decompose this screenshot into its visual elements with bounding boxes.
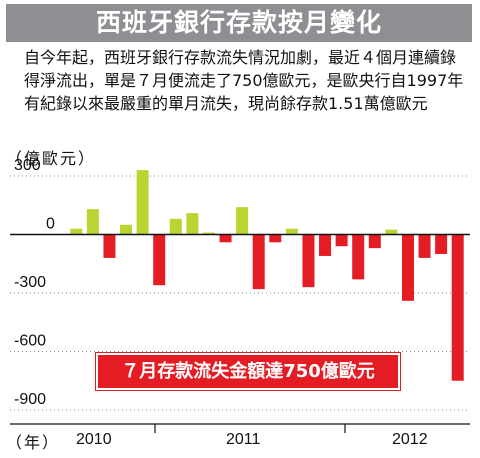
bar <box>202 232 215 235</box>
tick-labels: 300 0 -300 -600 -900 2010 2011 2012 <box>14 157 428 448</box>
bar <box>219 234 232 243</box>
bars <box>70 170 464 381</box>
y-tick-label: -600 <box>14 333 46 350</box>
x-year-label: 2010 <box>76 431 112 448</box>
bar <box>136 170 149 235</box>
bar <box>352 234 365 280</box>
bar <box>385 229 398 235</box>
bar <box>169 218 182 235</box>
description-text: 自今年起，西班牙銀行存款流失情況加劇，最近４個月連續錄得淨流出，單是７月便流走了… <box>24 48 464 113</box>
y-tick-label: 300 <box>14 157 41 174</box>
bar <box>302 234 315 288</box>
bar <box>153 234 166 286</box>
x-year-label: 2011 <box>226 431 261 448</box>
grid-lines <box>10 175 470 411</box>
bar <box>236 207 249 235</box>
annotation-callout: ７月存款流失金額達750億歐元 <box>96 353 400 390</box>
x-year-label: 2012 <box>392 431 428 448</box>
y-tick-label: 0 <box>46 216 55 233</box>
bar <box>418 234 431 258</box>
bar <box>186 213 199 235</box>
x-axis-unit-label: （年） <box>6 433 61 452</box>
y-tick-label: -900 <box>14 391 46 408</box>
bar <box>70 228 83 235</box>
bar <box>435 234 448 254</box>
axes <box>10 233 470 433</box>
bar <box>103 234 116 258</box>
bar <box>285 228 298 235</box>
bar <box>335 234 348 247</box>
bar <box>120 224 133 235</box>
bar <box>368 234 381 249</box>
bar <box>269 234 282 243</box>
y-tick-label: -300 <box>14 274 46 291</box>
y-axis-unit-label: （億歐元） <box>6 149 97 168</box>
bar <box>319 234 332 256</box>
bar <box>252 234 265 290</box>
bar <box>401 234 414 301</box>
chart-title: 西班牙銀行存款按月變化 <box>6 4 472 42</box>
bar <box>451 234 464 381</box>
bar <box>86 209 99 235</box>
